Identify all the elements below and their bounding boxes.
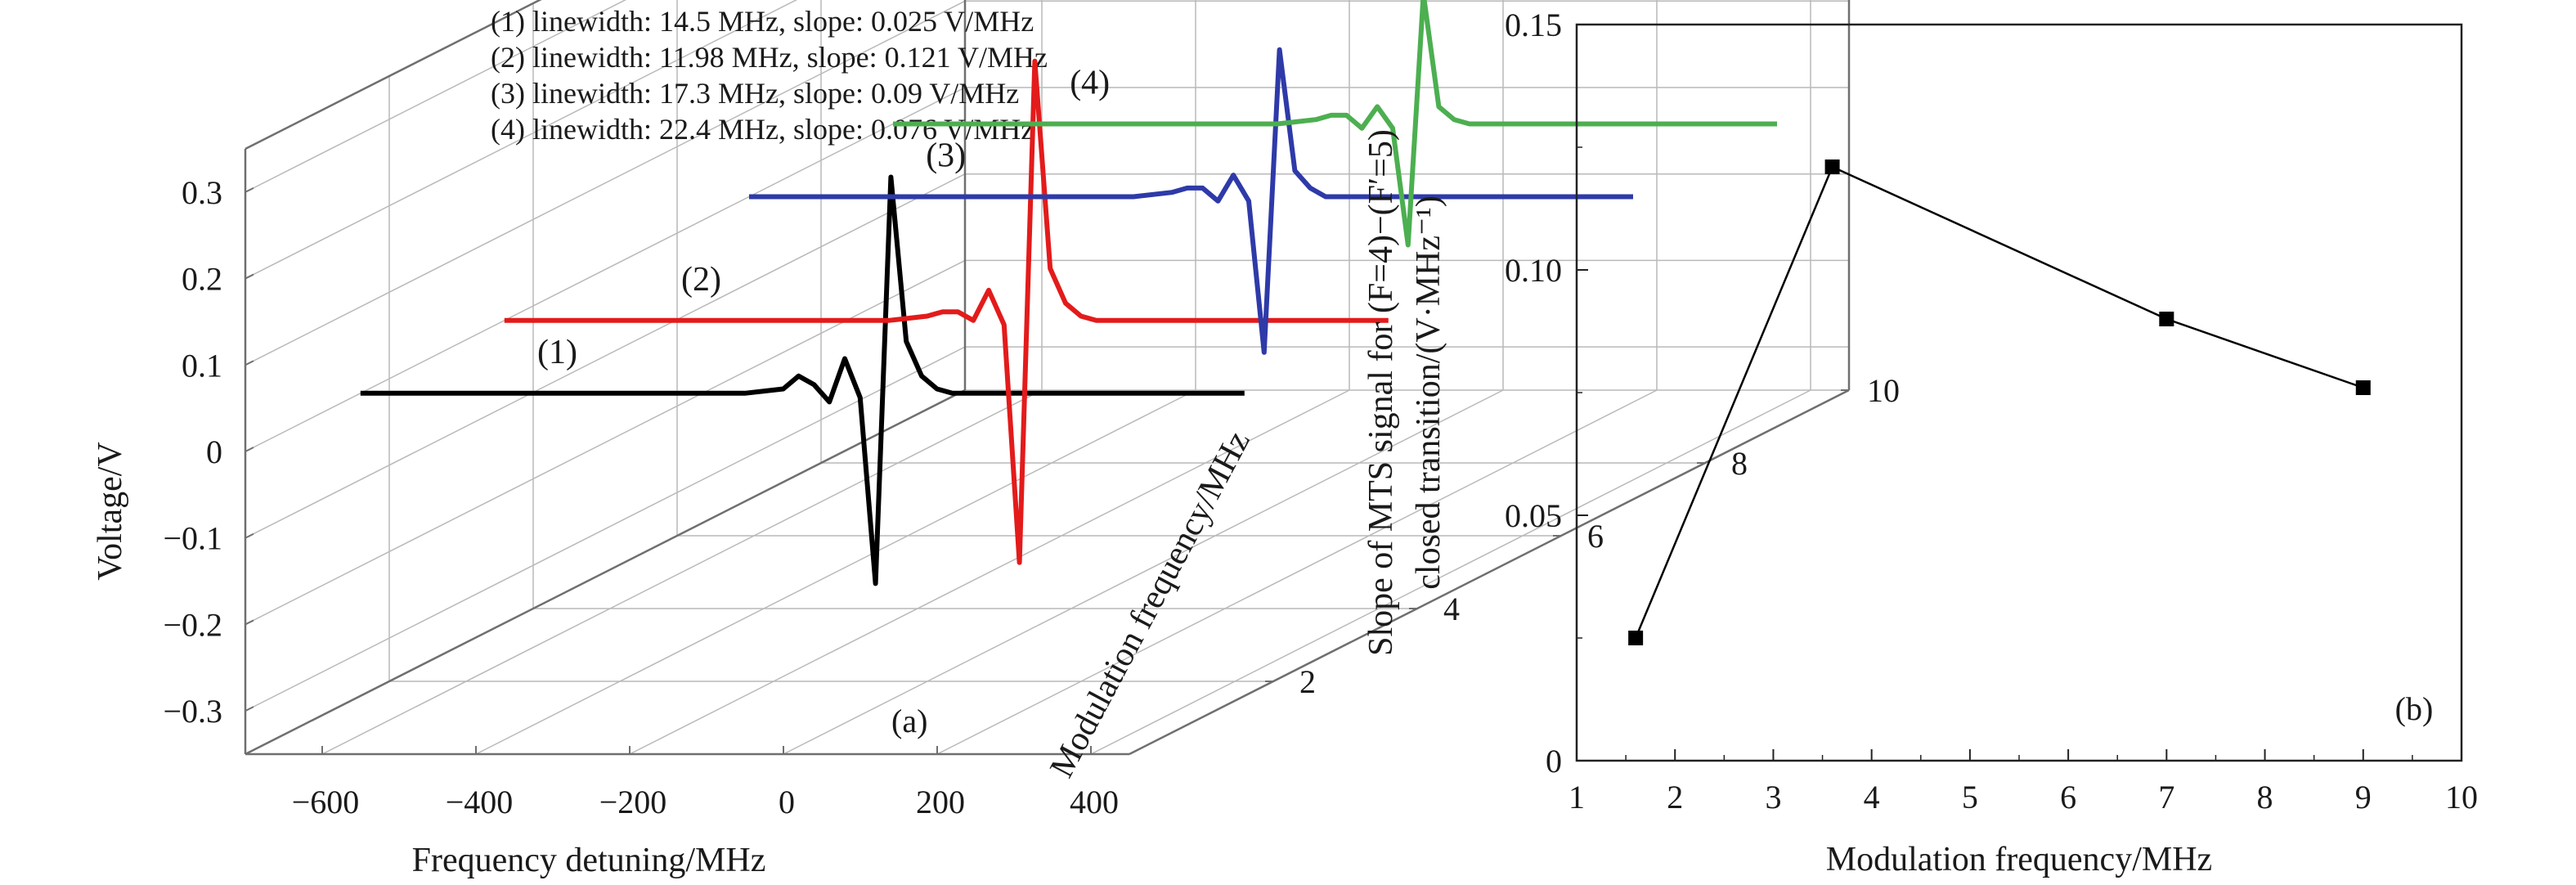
- y-tick-label: 6: [1587, 518, 1604, 555]
- data-point-marker: [1628, 631, 1644, 645]
- floor-grid-line: [321, 389, 1043, 755]
- x-tick-label: 8: [2257, 779, 2273, 815]
- floor-grid-line: [629, 389, 1350, 755]
- axis-box-edge: [245, 0, 542, 150]
- x-tick-label: 4: [1864, 779, 1880, 815]
- z-tick-label: 0.3: [182, 174, 222, 211]
- data-point-marker: [2159, 312, 2174, 326]
- series-label: (1): [537, 334, 577, 371]
- x-tick-label: 2: [1667, 779, 1683, 815]
- z-tick: [245, 447, 254, 452]
- z-tick: [245, 619, 254, 626]
- floor-grid-line: [936, 389, 1658, 755]
- panel-b-label: (b): [2395, 690, 2434, 727]
- z-tick: [245, 186, 254, 193]
- z-tick: [245, 273, 254, 280]
- sidewall-grid-line: [245, 173, 966, 539]
- x-tick-label: 9: [2355, 779, 2372, 815]
- y-tick-label: 0.05: [1505, 497, 1562, 534]
- y-tick-label: 0: [1546, 743, 1562, 779]
- z-tick: [245, 706, 254, 712]
- y-tick-label: 8: [1731, 445, 1748, 482]
- z-axis-title: Voltage/V: [92, 442, 129, 581]
- series-line-4: [893, 0, 1777, 248]
- z-tick: [245, 532, 254, 539]
- y-tick-label: 4: [1443, 591, 1460, 627]
- y-axis-title: Modulation frequency/MHz: [1043, 425, 1257, 784]
- panel-a-label: (a): [891, 703, 927, 739]
- floor-grid-line: [783, 389, 1504, 755]
- series-line-2: [504, 58, 1389, 565]
- z-tick: [245, 360, 254, 366]
- annotation-line: (3) linewidth: 17.3 MHz, slope: 0.09 V/M…: [491, 77, 1019, 110]
- data-point-marker: [1824, 159, 1840, 174]
- y-axis-title-line1: Slope of MTS signal for (F=4)−(F′=5): [1362, 129, 1400, 656]
- x-tick-label: 7: [2158, 779, 2174, 815]
- x-tick-label: 200: [916, 784, 965, 820]
- x-tick-label: 3: [1765, 779, 1781, 815]
- z-tick-label: 0.2: [182, 261, 222, 298]
- series-label: (4): [1070, 65, 1110, 102]
- z-tick-label: 0: [206, 434, 222, 470]
- slope-series-line: [1634, 165, 2364, 639]
- y-axis-title-line2: closed transition/(V·MHz⁻¹): [1410, 195, 1447, 589]
- sidewall-grid-line: [245, 0, 966, 366]
- annotation-line: (4) linewidth: 22.4 MHz, slope: 0.076 V/…: [491, 113, 1034, 146]
- series-label: (2): [681, 261, 721, 299]
- series-label: (3): [926, 137, 966, 175]
- x-axis-title: Frequency detuning/MHz: [412, 842, 766, 879]
- sidewall-grid-line: [245, 259, 966, 626]
- y-tick-label: 0.10: [1505, 252, 1562, 289]
- y-tick-label: 0.15: [1505, 7, 1562, 43]
- floor-grid-line: [1090, 389, 1811, 755]
- annotation-line: (1) linewidth: 14.5 MHz, slope: 0.025 V/…: [491, 5, 1034, 38]
- x-axis-title: Modulation frequency/MHz: [1826, 841, 2212, 878]
- z-tick-label: 0.1: [182, 347, 222, 384]
- series-line-3: [749, 47, 1633, 355]
- axis-box-edge: [245, 389, 966, 756]
- z-tick-label: −0.1: [163, 520, 222, 557]
- panel-a-3d-chart: 0.30.20.10−0.1−0.2−0.3−600 −400 −200 0 200 40…: [92, 0, 1900, 879]
- y-tick-label: 10: [1867, 372, 1900, 409]
- sidewall-grid-line: [245, 346, 966, 712]
- x-tick-label: 400: [1070, 784, 1119, 820]
- x-tick-label: 5: [1962, 779, 1978, 815]
- axis-box-edge: [1129, 389, 1850, 756]
- annotation-line: (2) linewidth: 11.98 MHz, slope: 0.121 V…: [491, 41, 1048, 74]
- x-tick-label: 10: [2445, 779, 2478, 815]
- x-tick-label: −400: [446, 784, 514, 820]
- series-line-1: [360, 174, 1245, 586]
- z-tick-label: −0.3: [163, 693, 222, 730]
- panel-b-slope-chart: 1 2 3 4 5 6 7 8 9 10 0 0.05 0.10 0.15 Modulation frequ…: [1362, 7, 2478, 878]
- x-tick-label: −200: [599, 784, 667, 820]
- plot-frame: [1575, 23, 2463, 762]
- x-tick-label: 6: [2060, 779, 2076, 815]
- floor-grid-line: [475, 389, 1196, 755]
- z-tick-label: −0.2: [163, 606, 222, 643]
- data-point-marker: [2355, 380, 2371, 395]
- x-tick-label: −600: [292, 784, 360, 820]
- sidewall-grid-line: [245, 0, 627, 193]
- sidewall-grid-line: [245, 0, 798, 280]
- y-tick-label: 2: [1299, 663, 1316, 700]
- x-tick-label: 1: [1568, 779, 1585, 815]
- x-tick-label: 0: [779, 784, 795, 820]
